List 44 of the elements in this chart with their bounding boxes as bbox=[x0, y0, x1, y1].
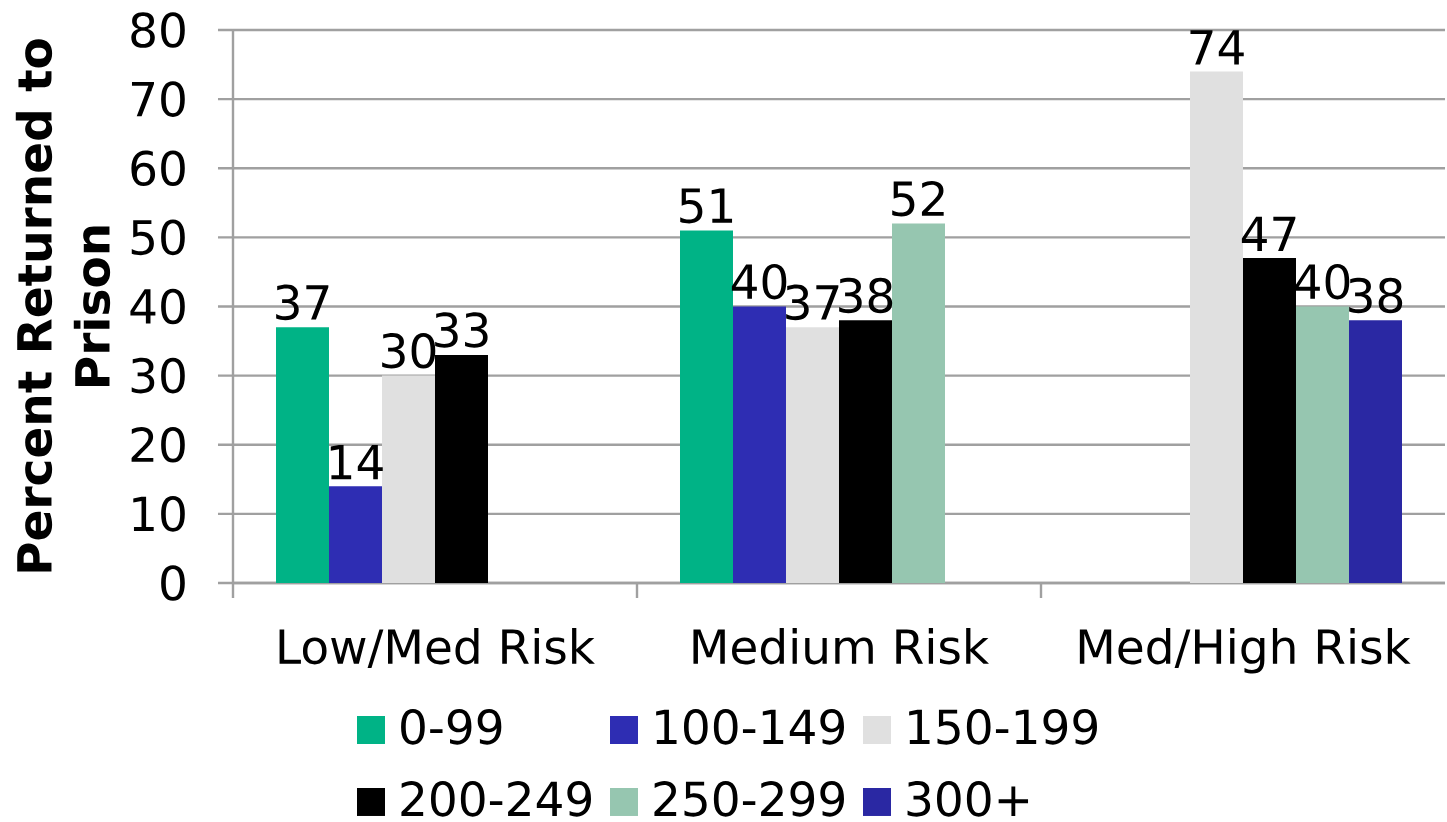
data-label: 51 bbox=[680, 188, 733, 224]
bar bbox=[839, 320, 892, 583]
y-tick-label: 10 bbox=[133, 496, 185, 532]
y-tick-label: 0 bbox=[161, 565, 185, 601]
bar bbox=[733, 306, 786, 583]
legend-label: 300+ bbox=[907, 781, 1029, 817]
bar bbox=[276, 327, 329, 583]
bar bbox=[786, 327, 839, 583]
bar bbox=[680, 230, 733, 583]
legend-label: 200-249 bbox=[401, 781, 592, 817]
bar bbox=[1349, 320, 1402, 583]
bar bbox=[1190, 71, 1243, 583]
x-tick-label: Medium Risk bbox=[693, 628, 989, 665]
x-tick-label: Med/High Risk bbox=[1079, 628, 1411, 674]
bar bbox=[382, 375, 435, 583]
y-axis-title: Percent Returned to Prison bbox=[15, 39, 111, 572]
data-label: 30 bbox=[382, 333, 436, 369]
bar bbox=[328, 486, 382, 583]
legend-label: 100-149 bbox=[656, 709, 844, 745]
data-label: 14 bbox=[330, 444, 383, 480]
data-label: 47 bbox=[1241, 216, 1296, 252]
bar bbox=[892, 223, 945, 583]
legend-label: 250-299 bbox=[654, 781, 844, 817]
x-tick-label: Low/Med Risk bbox=[279, 628, 595, 669]
data-label: 38 bbox=[1349, 277, 1403, 314]
bar bbox=[1243, 258, 1296, 583]
data-label: 40 bbox=[1294, 263, 1350, 300]
legend-label: 150-199 bbox=[909, 709, 1097, 745]
y-tick-label: 20 bbox=[131, 426, 185, 463]
y-tick-label: 40 bbox=[130, 288, 185, 325]
y-tick-label: 60 bbox=[131, 150, 185, 187]
data-label: 74 bbox=[1190, 30, 1244, 65]
y-tick-label: 80 bbox=[131, 12, 185, 48]
bar bbox=[1296, 306, 1349, 583]
y-tick-label: 30 bbox=[131, 357, 185, 394]
y-tick-label: 70 bbox=[131, 81, 185, 117]
data-label: 52 bbox=[892, 180, 944, 217]
y-tick-label: 50 bbox=[131, 219, 185, 256]
bar bbox=[435, 354, 488, 583]
data-label: 38 bbox=[839, 277, 893, 314]
data-label: 37 bbox=[276, 284, 329, 321]
legend-label: 0-99 bbox=[401, 709, 502, 745]
data-label: 37 bbox=[786, 284, 839, 321]
data-label: 33 bbox=[435, 312, 488, 348]
